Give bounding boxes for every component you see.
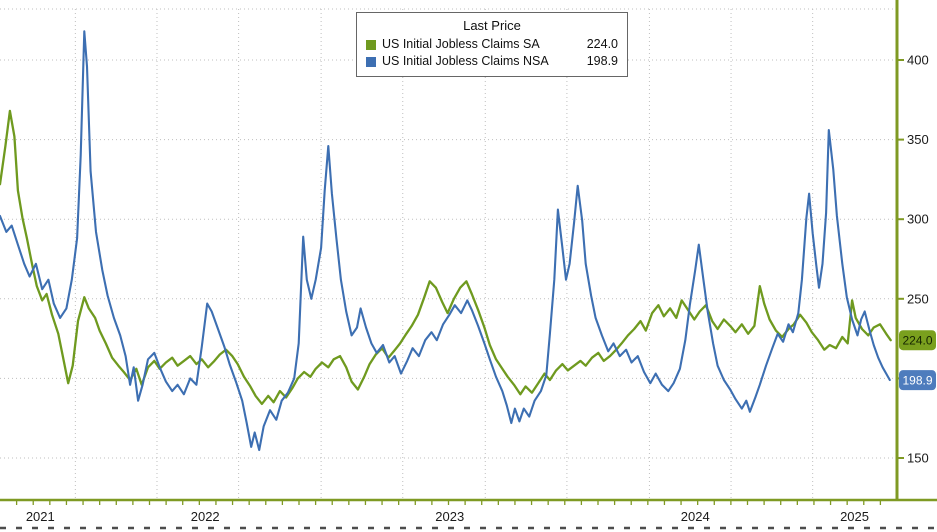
last-price-badge-label-nsa: 198.9 bbox=[902, 374, 932, 388]
x-tick-label: 2021 bbox=[26, 509, 55, 524]
legend-value-nsa: 198.9 bbox=[586, 54, 618, 68]
legend: Last Price US Initial Jobless Claims SA … bbox=[356, 12, 628, 77]
y-tick-label: 300 bbox=[907, 212, 929, 227]
legend-item-nsa: US Initial Jobless Claims NSA 198.9 bbox=[366, 53, 618, 70]
y-tick-label: 350 bbox=[907, 132, 929, 147]
last-price-badge-label-sa: 224.0 bbox=[902, 334, 932, 348]
last-price-badge-sa bbox=[899, 330, 936, 351]
last-price-badge-nsa bbox=[899, 370, 936, 391]
legend-title: Last Price bbox=[463, 18, 521, 33]
x-tick-label: 2025 bbox=[840, 509, 869, 524]
series-line-sa bbox=[0, 109, 892, 406]
legend-swatch-sa-icon bbox=[366, 39, 376, 50]
x-tick-label: 2023 bbox=[435, 509, 464, 524]
x-tick-label: 2022 bbox=[191, 509, 220, 524]
series-line-nsa bbox=[0, 30, 891, 452]
legend-item-sa: US Initial Jobless Claims SA 224.0 bbox=[366, 36, 618, 53]
y-tick-label: 400 bbox=[907, 53, 929, 68]
legend-swatch-nsa-icon bbox=[366, 56, 376, 67]
legend-label-nsa: US Initial Jobless Claims NSA bbox=[382, 54, 549, 68]
y-tick-label: 150 bbox=[907, 451, 929, 466]
legend-label-sa: US Initial Jobless Claims SA bbox=[382, 37, 540, 51]
x-tick-label: 2024 bbox=[681, 509, 710, 524]
y-tick-label: 250 bbox=[907, 291, 929, 306]
legend-value-sa: 224.0 bbox=[586, 37, 618, 51]
